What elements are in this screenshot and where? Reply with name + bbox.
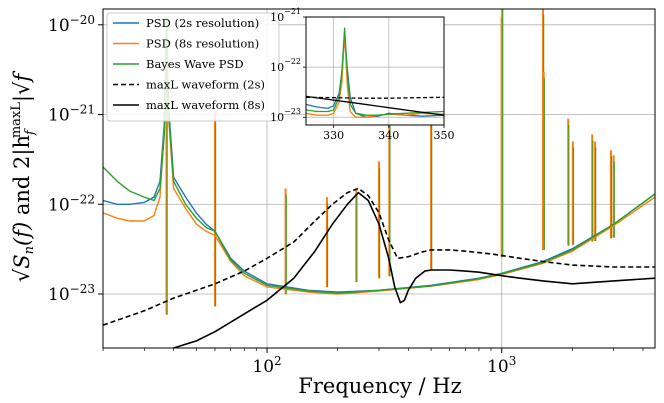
y-tick-label: 10−23 bbox=[48, 282, 95, 305]
inset-frame bbox=[305, 16, 445, 126]
legend-label: maxL waveform (8s) bbox=[146, 98, 265, 112]
legend: PSD (2s resolution) PSD (8s resolution) Ba… bbox=[106, 12, 280, 122]
main-y-ticks: 10−20 10−21 10−22 10−23 bbox=[48, 13, 103, 305]
legend-label: maxL waveform (2s) bbox=[146, 78, 265, 92]
main-x-ticks: 102 103 bbox=[102, 348, 644, 377]
x-tick-label: 103 bbox=[487, 354, 516, 377]
x-tick-label: 102 bbox=[252, 354, 281, 377]
inset-y-tick-label: 10−23 bbox=[270, 107, 301, 124]
inset-series-group bbox=[306, 27, 444, 118]
series-maxl-waveform-2s bbox=[103, 187, 655, 326]
y-tick-label: 10−22 bbox=[48, 192, 95, 215]
y-axis-label: √Sn(f) and 2|hfmaxL|√f bbox=[9, 71, 38, 282]
legend-label: PSD (8s resolution) bbox=[146, 37, 259, 51]
inset-series-maxl-waveform-8s bbox=[306, 95, 444, 116]
inset-y-tick-label: 10−21 bbox=[270, 7, 301, 24]
inset-background bbox=[306, 17, 444, 125]
inset-y-ticks: 10−21 10−22 10−23 bbox=[270, 7, 306, 124]
series-bayes-wave-psd bbox=[103, 17, 655, 294]
legend-label: PSD (2s resolution) bbox=[146, 16, 259, 30]
inset-series-bayes-wave-psd bbox=[306, 27, 444, 116]
series-maxl-waveform-8s bbox=[173, 191, 655, 348]
legend-label: Bayes Wave PSD bbox=[146, 57, 244, 71]
inset-x-tick-label: 350 bbox=[434, 129, 455, 142]
inset-series-maxl-waveform-2s bbox=[306, 96, 444, 99]
y-tick-label: 10−20 bbox=[48, 13, 95, 36]
inset-y-tick-label: 10−22 bbox=[270, 57, 301, 74]
inset-x-ticks: 330 340 350 bbox=[323, 125, 455, 142]
main-series-group bbox=[103, 9, 655, 348]
inset-series-psd-8s-resolution bbox=[306, 31, 444, 118]
x-axis-label: Frequency / Hz bbox=[298, 374, 461, 398]
inset-x-tick-label: 340 bbox=[378, 129, 399, 142]
y-tick-label: 10−21 bbox=[48, 103, 95, 126]
series-psd-8s-resolution bbox=[103, 17, 655, 295]
inset-x-tick-label: 330 bbox=[323, 129, 344, 142]
legend-frame bbox=[106, 12, 280, 122]
